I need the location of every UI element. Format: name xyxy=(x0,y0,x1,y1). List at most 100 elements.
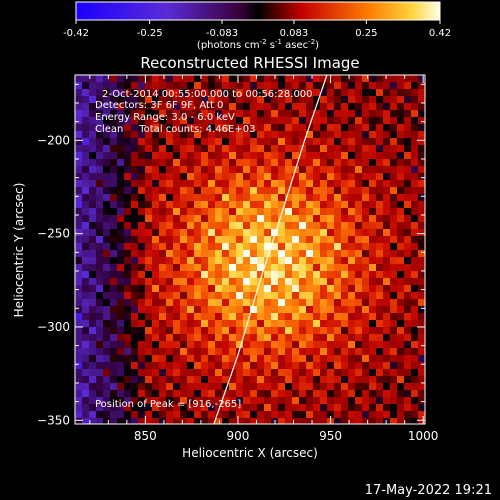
heatmap-cell xyxy=(243,124,250,131)
y-tick-label: −200 xyxy=(37,133,70,147)
heatmap-cell xyxy=(243,404,250,411)
heatmap-cell xyxy=(173,222,180,229)
heatmap-cell xyxy=(117,187,124,194)
heatmap-cell xyxy=(131,138,138,145)
heatmap-cell xyxy=(285,96,292,103)
heatmap-cell xyxy=(306,222,313,229)
heatmap-cell xyxy=(159,75,166,82)
heatmap-cell xyxy=(292,285,299,292)
heatmap-cell xyxy=(390,145,397,152)
heatmap-cell xyxy=(173,201,180,208)
heatmap-cell xyxy=(187,404,194,411)
heatmap-cell xyxy=(117,292,124,299)
colorbar-tick-label: 0.42 xyxy=(429,28,451,39)
heatmap-cell xyxy=(215,320,222,327)
heatmap-cell xyxy=(82,145,89,152)
heatmap-cell xyxy=(194,313,201,320)
heatmap-cell xyxy=(82,222,89,229)
heatmap-cell xyxy=(173,327,180,334)
heatmap-cell xyxy=(117,355,124,362)
heatmap-cell xyxy=(243,145,250,152)
heatmap-cell xyxy=(411,292,418,299)
heatmap-cell xyxy=(383,411,390,418)
heatmap-cell xyxy=(418,145,425,152)
heatmap-cell xyxy=(299,376,306,383)
heatmap-cell xyxy=(75,131,82,138)
heatmap-cell xyxy=(236,138,243,145)
heatmap-cell xyxy=(369,306,376,313)
heatmap-cell xyxy=(369,208,376,215)
heatmap-cell xyxy=(313,89,320,96)
heatmap-cell xyxy=(264,173,271,180)
heatmap-cell xyxy=(131,376,138,383)
heatmap-cell xyxy=(362,285,369,292)
heatmap-cell xyxy=(306,96,313,103)
heatmap-cell xyxy=(117,404,124,411)
heatmap-cell xyxy=(397,285,404,292)
heatmap-cell xyxy=(166,376,173,383)
heatmap-cell xyxy=(110,236,117,243)
heatmap-cell xyxy=(82,229,89,236)
heatmap-cell xyxy=(117,327,124,334)
heatmap-cell xyxy=(390,376,397,383)
heatmap-cell xyxy=(341,257,348,264)
heatmap-cell xyxy=(390,215,397,222)
heatmap-cell xyxy=(117,285,124,292)
heatmap-cell xyxy=(180,411,187,418)
heatmap-cell xyxy=(327,117,334,124)
heatmap-cell xyxy=(397,138,404,145)
heatmap-cell xyxy=(313,320,320,327)
heatmap-cell xyxy=(110,341,117,348)
heatmap-cell xyxy=(271,404,278,411)
heatmap-cell xyxy=(201,369,208,376)
heatmap-cell xyxy=(320,404,327,411)
solar-limb-line xyxy=(213,75,328,424)
heatmap-cell xyxy=(327,187,334,194)
heatmap-cell xyxy=(285,278,292,285)
heatmap-cell xyxy=(355,320,362,327)
heatmap-cell xyxy=(376,173,383,180)
heatmap-cell xyxy=(404,215,411,222)
heatmap-cell xyxy=(110,327,117,334)
heatmap-cell xyxy=(362,292,369,299)
heatmap-cell xyxy=(243,250,250,257)
heatmap-cell xyxy=(348,138,355,145)
heatmap-cell xyxy=(278,327,285,334)
heatmap-cell xyxy=(369,89,376,96)
heatmap-cell xyxy=(117,306,124,313)
heatmap-cell xyxy=(327,257,334,264)
heatmap-cell xyxy=(222,313,229,320)
heatmap-cell xyxy=(411,404,418,411)
heatmap-cell xyxy=(82,383,89,390)
heatmap-cell xyxy=(180,96,187,103)
heatmap-cell xyxy=(208,187,215,194)
heatmap-cell xyxy=(89,257,96,264)
heatmap-cell xyxy=(215,180,222,187)
heatmap-cell xyxy=(299,250,306,257)
heatmap-cell xyxy=(271,299,278,306)
heatmap-cell xyxy=(166,313,173,320)
heatmap-cell xyxy=(355,243,362,250)
heatmap-cell xyxy=(292,131,299,138)
heatmap-cell xyxy=(418,341,425,348)
heatmap-cell xyxy=(117,341,124,348)
heatmap-cell xyxy=(187,313,194,320)
heatmap-cell xyxy=(264,208,271,215)
heatmap-cell xyxy=(215,411,222,418)
heatmap-cell xyxy=(418,390,425,397)
heatmap-cell xyxy=(404,320,411,327)
heatmap-cell xyxy=(82,292,89,299)
heatmap-cell xyxy=(383,397,390,404)
heatmap-cell xyxy=(292,145,299,152)
heatmap-cell xyxy=(306,411,313,418)
heatmap-cell xyxy=(82,397,89,404)
heatmap-cell xyxy=(320,89,327,96)
heatmap-cell xyxy=(327,201,334,208)
heatmap-cell xyxy=(285,75,292,82)
heatmap-cell xyxy=(390,313,397,320)
heatmap-cell xyxy=(103,243,110,250)
heatmap-cell xyxy=(250,215,257,222)
heatmap-cell xyxy=(320,187,327,194)
heatmap-cell xyxy=(306,201,313,208)
heatmap-cell xyxy=(362,180,369,187)
